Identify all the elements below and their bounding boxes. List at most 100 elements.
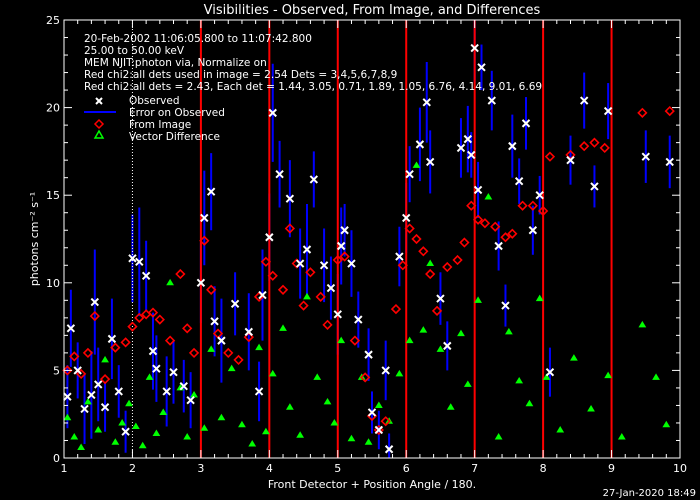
observed-point	[217, 336, 226, 345]
legend-x-marker	[95, 97, 103, 105]
observed-point	[590, 182, 599, 191]
observed-point	[405, 169, 414, 179]
plot-area	[62, 20, 675, 458]
difference-point	[419, 326, 428, 333]
axes: 1 2 3 4 5 6 7 8 9 10 0 5 10 15 20 25	[46, 14, 687, 475]
image-point	[472, 214, 484, 225]
image-point	[431, 305, 443, 316]
observed-point	[186, 395, 195, 405]
image-point	[223, 347, 234, 359]
image-point	[199, 235, 210, 246]
image-point	[267, 270, 278, 281]
difference-point	[70, 433, 79, 440]
observed-point	[333, 310, 342, 319]
difference-point	[296, 431, 305, 438]
difference-point	[494, 433, 503, 440]
image-point	[637, 107, 648, 118]
observed-point	[463, 134, 473, 144]
observed-point	[107, 334, 117, 344]
legend-observed: Observed	[95, 95, 180, 107]
observed-point	[436, 294, 445, 303]
image-point	[305, 267, 316, 278]
observed-point	[545, 367, 555, 377]
observed-point	[566, 155, 575, 165]
info-line-chi2-image: Red chi2:all dets used in image = 2.54 D…	[84, 69, 397, 81]
difference-point	[207, 345, 216, 352]
x-tick-label: 2	[129, 462, 136, 475]
observed-point	[384, 445, 394, 454]
image-point	[527, 200, 538, 211]
difference-point	[652, 373, 660, 380]
difference-point	[463, 380, 472, 387]
image-point	[322, 319, 333, 330]
difference-point	[337, 336, 346, 344]
image-point	[404, 223, 415, 234]
observed-point	[141, 271, 151, 280]
x-tick-label: 9	[608, 462, 615, 475]
image-point	[127, 321, 138, 332]
observed-point	[374, 425, 384, 435]
difference-point	[166, 278, 174, 286]
difference-point	[405, 336, 414, 344]
y-tick-label: 25	[46, 14, 60, 27]
observed-point	[354, 315, 363, 324]
image-point	[397, 260, 408, 271]
image-point	[175, 268, 186, 280]
difference-point	[125, 399, 133, 407]
image-point	[339, 251, 350, 262]
footer-date: 27-Jan-2020 18:49	[603, 488, 696, 499]
observed-point	[244, 327, 254, 337]
observed-point	[508, 141, 517, 151]
observed-point	[258, 290, 267, 300]
image-point	[507, 228, 518, 239]
image-point	[442, 261, 453, 273]
difference-point	[662, 420, 671, 428]
observed-point	[395, 252, 404, 261]
x-tick-label: 4	[266, 462, 273, 475]
observed-point	[179, 381, 188, 391]
legend-triangle-marker	[93, 129, 105, 139]
difference-point	[525, 399, 534, 407]
observed-point	[162, 387, 171, 396]
difference-point	[303, 292, 311, 300]
y-tick-label: 10	[46, 277, 60, 290]
observed-point	[295, 259, 305, 268]
observed-point	[196, 278, 206, 288]
image-point	[62, 365, 73, 376]
chart-title: Visibilities - Observed, From Image, and…	[204, 3, 541, 18]
observed-point	[494, 241, 503, 251]
difference-point	[436, 345, 445, 352]
difference-point	[313, 373, 322, 380]
observed-point	[230, 299, 240, 309]
observed-point	[521, 119, 531, 128]
difference-point	[323, 397, 332, 405]
image-point	[544, 151, 556, 162]
difference-point	[617, 433, 626, 440]
legend-difference: Vector Difference	[93, 129, 220, 143]
observed-point	[528, 226, 538, 235]
image-point	[479, 218, 491, 229]
image-point	[182, 323, 193, 334]
observed-point	[309, 175, 319, 184]
observed-point	[169, 367, 178, 377]
image-point	[360, 372, 371, 383]
difference-point	[63, 413, 72, 421]
difference-point	[152, 429, 161, 436]
image-point	[134, 312, 145, 323]
difference-point	[217, 413, 226, 421]
observed-point	[535, 190, 544, 200]
difference-point	[395, 369, 404, 377]
difference-point	[542, 373, 551, 380]
image-point	[298, 300, 309, 311]
difference-point	[248, 440, 257, 447]
image-point	[664, 105, 675, 117]
observed-point	[90, 297, 100, 307]
image-point	[120, 337, 131, 348]
observed-point	[63, 392, 72, 401]
image-point	[89, 310, 100, 322]
observed-point	[148, 346, 158, 356]
image-point	[411, 233, 422, 245]
observed-point	[114, 387, 123, 396]
legend-label-difference: Vector Difference	[129, 131, 220, 143]
